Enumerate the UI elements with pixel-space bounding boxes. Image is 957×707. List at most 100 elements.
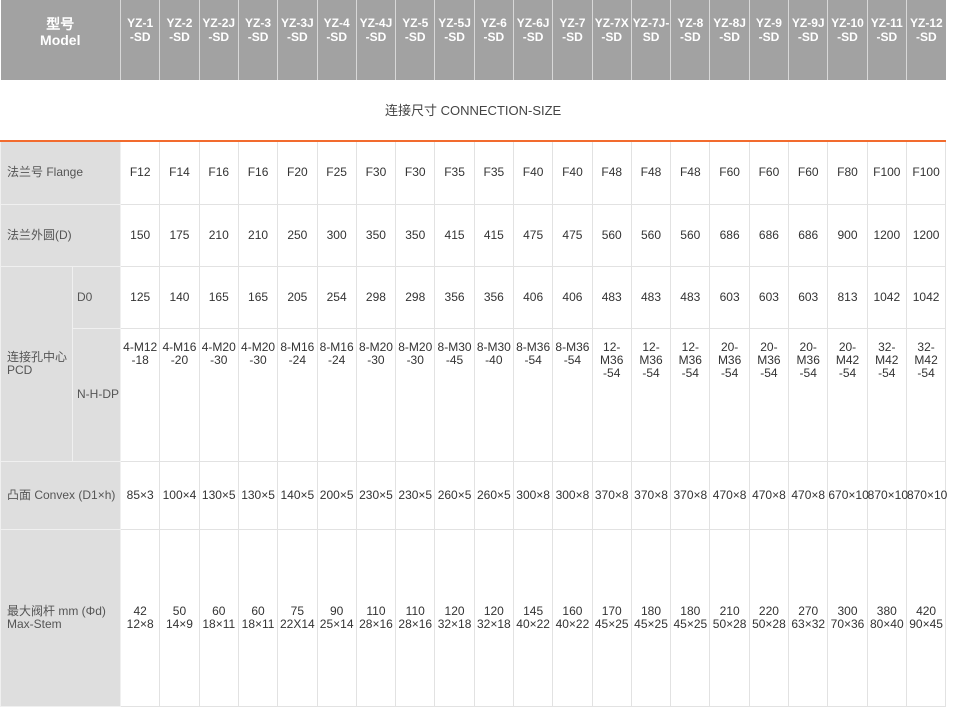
model-name-line1: YZ-2J	[202, 16, 236, 30]
model-name-line2: -SD	[326, 30, 347, 44]
value-line2: -30	[406, 352, 424, 367]
value-cell: F40	[512, 140, 554, 205]
value-cell: F80	[827, 140, 868, 205]
model-column-header: YZ-3J -SD	[277, 0, 317, 80]
value-cell: 420 90×45	[905, 528, 947, 707]
value-cell: 100×4	[159, 460, 200, 530]
model-column-header: YZ-3 -SD	[237, 0, 278, 80]
model-name-line2: SD	[642, 30, 660, 44]
value-line2: 45×25	[673, 616, 708, 631]
value-cell: 8-M36 -54	[512, 327, 554, 462]
value-cell: 686	[709, 203, 750, 267]
model-name-line1: YZ-1	[127, 16, 154, 30]
value-line2: -45	[445, 352, 464, 367]
model-name-line2: -SD	[522, 30, 544, 44]
value-line2: 18×11	[241, 616, 275, 631]
value-cell: 60 18×11	[198, 528, 239, 707]
nhdp-label: N-H-DP	[71, 327, 122, 462]
value-cell: 254	[316, 265, 357, 329]
value-line1: 8-M16	[280, 339, 315, 354]
value-line1: 20-M36	[796, 339, 820, 367]
value-line1: 4-M16	[162, 339, 197, 354]
value-cell: 870×10	[866, 460, 908, 530]
value-cell: 415	[473, 203, 514, 267]
value-cell: 120 32×18	[473, 528, 514, 707]
model-name-line1: YZ-4J	[359, 16, 393, 30]
model-name-line2: -SD	[758, 30, 780, 44]
value-line1: 4-M20	[201, 339, 236, 354]
value-cell: 1200	[866, 203, 907, 267]
value-cell: 470×8	[748, 460, 790, 530]
value-line1: 420	[916, 603, 937, 618]
value-line2: 45×25	[634, 616, 668, 631]
value-cell: 110 28×16	[355, 528, 397, 707]
value-cell: 180 45×25	[670, 528, 711, 707]
model-column-header: YZ-7 -SD	[552, 0, 593, 80]
value-cell: 603	[748, 265, 790, 329]
value-cell: 8-M16 -24	[316, 327, 357, 462]
value-cell: 75 22X14	[277, 528, 318, 707]
value-line1: 4-M12	[123, 339, 158, 354]
value-cell: 90 25×14	[316, 528, 357, 707]
value-cell: F48	[630, 140, 672, 205]
model-name-line2: -SD	[483, 30, 505, 44]
value-line1: 110	[405, 603, 425, 618]
value-cell: 870×10	[905, 460, 947, 530]
value-line2: 63×32	[791, 616, 826, 631]
model-name-line1: YZ-7	[559, 16, 586, 30]
value-cell: 475	[552, 203, 593, 267]
value-cell: F20	[277, 140, 318, 205]
model-column-header: YZ-5J -SD	[434, 0, 475, 80]
value-line2: 40×22	[555, 616, 590, 631]
value-line1: 210	[719, 603, 740, 618]
value-line2: -24	[327, 352, 346, 367]
value-cell: 356	[434, 265, 475, 329]
value-cell: 8-M30 -40	[473, 327, 514, 462]
model-name-line2: -SD	[679, 30, 701, 44]
value-line2: -30	[367, 352, 385, 367]
max-stem-label-cn: 最大阀杆 mm (Φd)	[7, 603, 106, 618]
value-cell: F40	[552, 140, 593, 205]
value-line1: 60	[251, 603, 265, 618]
value-cell: 1200	[905, 203, 947, 267]
value-cell: 8-M20 -30	[355, 327, 397, 462]
model-column-header: YZ-7X -SD	[591, 0, 632, 80]
model-column-header: YZ-2 -SD	[159, 0, 200, 80]
value-cell: F16	[237, 140, 279, 205]
value-cell: 20-M42 -54	[827, 327, 868, 462]
value-line1: 8-M20	[398, 339, 433, 354]
value-cell: 1042	[905, 265, 947, 329]
value-cell: 8-M20 -30	[395, 327, 436, 462]
value-line2: -54	[878, 365, 896, 380]
value-line1: 20-M36	[717, 339, 742, 367]
model-name-line2: -SD	[916, 30, 937, 44]
value-line1: 20-M42	[835, 339, 860, 367]
value-cell: 370×8	[630, 460, 672, 530]
value-cell: 475	[512, 203, 554, 267]
value-cell: 560	[630, 203, 672, 267]
value-cell: 603	[788, 265, 829, 329]
section-title: 连接尺寸 CONNECTION-SIZE	[0, 80, 946, 142]
value-line2: -54	[799, 365, 817, 380]
model-name-line2: -SD	[247, 30, 269, 44]
value-line2: -54	[642, 365, 660, 380]
value-cell: 8-M16 -24	[277, 327, 318, 462]
model-column-header: YZ-10 -SD	[827, 0, 868, 80]
model-name-line2: -SD	[797, 30, 819, 44]
value-cell: 32-M42 -54	[866, 327, 907, 462]
model-name-line1: YZ-7J-	[632, 16, 670, 30]
model-name-line1: YZ-3	[245, 16, 272, 30]
model-column-header: YZ-11 -SD	[866, 0, 907, 80]
model-name-line1: YZ-4	[323, 16, 350, 30]
value-cell: F100	[905, 140, 947, 205]
model-column-header: YZ-1 -SD	[120, 0, 160, 80]
model-name-line2: -SD	[837, 30, 858, 44]
value-line1: 120	[483, 603, 504, 618]
model-column-header: YZ-7J- SD	[630, 0, 671, 80]
model-column-header: YZ-9J -SD	[788, 0, 828, 80]
value-line2: -54	[563, 352, 582, 367]
value-cell: 370×8	[591, 460, 632, 530]
value-line1: 170	[601, 603, 622, 618]
value-cell: 483	[591, 265, 632, 329]
model-name-line1: YZ-5J	[438, 16, 471, 30]
